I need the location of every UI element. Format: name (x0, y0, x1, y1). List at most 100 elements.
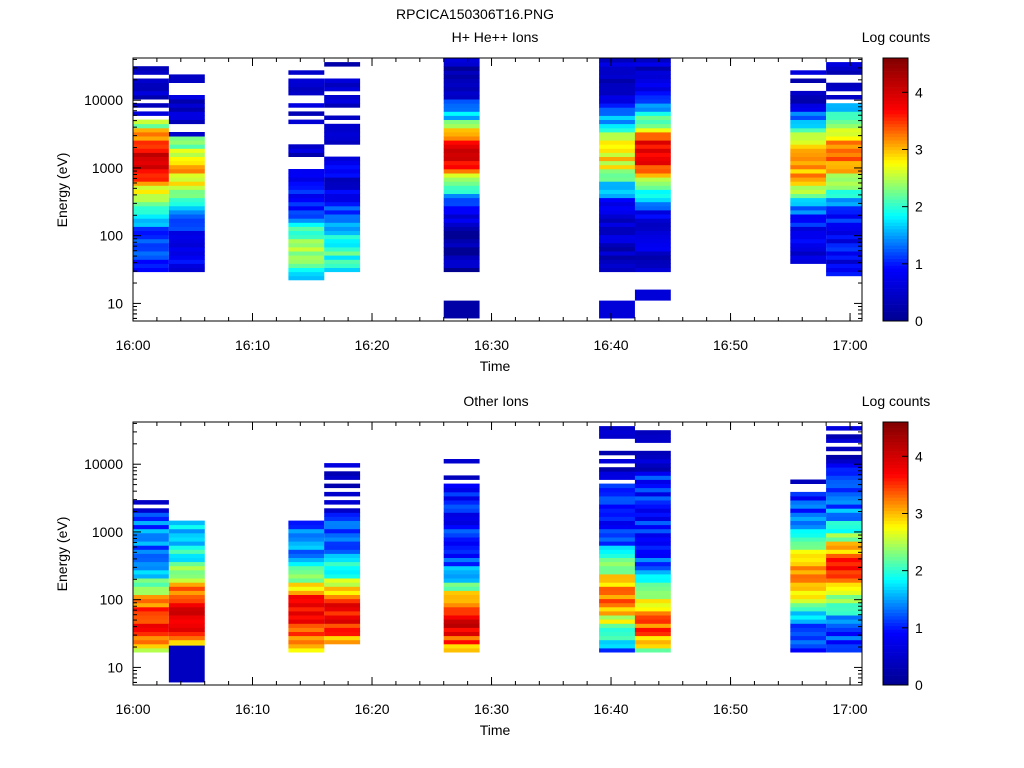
heatmap-cell (634, 643, 671, 649)
heatmap-cell (634, 463, 671, 468)
heatmap-cell (599, 500, 635, 505)
colorbar-tick-label: 2 (915, 563, 923, 579)
colorbar-segment (883, 58, 908, 62)
heatmap-cell (133, 201, 169, 207)
heatmap-cell (599, 643, 635, 649)
heatmap-cell (133, 255, 169, 260)
heatmap-cell (599, 467, 635, 472)
heatmap-cell (634, 107, 671, 112)
heatmap-cell (634, 164, 671, 170)
heatmap-cell (288, 263, 325, 268)
heatmap-cell (288, 226, 325, 231)
colorbar-segment (883, 461, 908, 466)
heatmap-cell (599, 504, 635, 509)
heatmap-cell (790, 520, 827, 526)
heatmap-cell (443, 590, 480, 595)
heatmap-cell (324, 639, 361, 645)
x-tick-label: 16:20 (354, 337, 389, 353)
heatmap-cell (288, 218, 325, 223)
heatmap-cell (168, 160, 205, 166)
colorbar-frame (882, 57, 909, 322)
heatmap-cell (168, 115, 205, 120)
heatmap-cell (288, 111, 325, 116)
heatmap-cell (288, 86, 325, 92)
colorbar-segment (883, 681, 908, 686)
heatmap-cell (826, 459, 862, 464)
colorbar-segment (883, 615, 908, 620)
heatmap-cell (599, 193, 635, 199)
heatmap-cell (826, 66, 862, 71)
heatmap-cell (634, 58, 671, 63)
colorbar-segment (883, 451, 908, 456)
heatmap-cell (168, 528, 205, 534)
heatmap-cell (790, 516, 827, 521)
heatmap-cell (443, 177, 480, 182)
heatmap-cell (599, 251, 635, 256)
heatmap-cell (443, 251, 480, 256)
heatmap-cell (288, 639, 325, 645)
heatmap-cell (826, 500, 862, 505)
colorbar-segment (883, 642, 908, 646)
heatmap-cell (826, 569, 862, 575)
heatmap-cell (790, 78, 827, 83)
heatmap-cell (599, 524, 635, 530)
heatmap-cell (599, 144, 635, 149)
heatmap-cell (324, 533, 361, 538)
heatmap-cell (443, 99, 480, 104)
heatmap-cell (634, 496, 671, 501)
heatmap-cell (324, 115, 361, 120)
colorbar-tick-label: 3 (915, 141, 923, 157)
heatmap-cell (324, 582, 361, 587)
heatmap-cell (133, 541, 169, 546)
heatmap-cell (790, 631, 827, 637)
heatmap-cell (443, 500, 480, 505)
heatmap-cell (634, 169, 671, 174)
colorbar-segment (883, 304, 908, 309)
heatmap-cell (790, 545, 827, 550)
colorbar-segment (883, 199, 908, 203)
heatmap-cell (443, 483, 480, 489)
y-tick-label: 10 (107, 659, 123, 675)
heatmap-cell (599, 74, 635, 79)
heatmap-cell (168, 533, 205, 538)
heatmap-cell (443, 189, 480, 194)
heatmap-cell (826, 512, 862, 517)
colorbar-segment (883, 661, 908, 666)
heatmap-cell (168, 247, 205, 252)
colorbar-segment (883, 212, 908, 217)
x-tick-label: 16:40 (594, 337, 629, 353)
heatmap-cell (634, 242, 671, 248)
heatmap-cell (443, 459, 480, 464)
heatmap-cell (443, 549, 480, 554)
colorbar-tick-label: 3 (915, 505, 923, 521)
heatmap-cell (634, 193, 671, 199)
heatmap-cell (133, 193, 169, 199)
heatmap-cell (168, 107, 205, 112)
heatmap-cell (324, 205, 361, 211)
heatmap-cell (826, 242, 862, 248)
heatmap-cell (168, 645, 205, 683)
heatmap-cell (790, 95, 827, 100)
heatmap-cell (790, 193, 827, 199)
heatmap-cell (168, 251, 205, 256)
heatmap-cell (599, 169, 635, 174)
heatmap-cell (133, 639, 169, 645)
heatmap-cell (599, 623, 635, 628)
colorbar-segment (883, 317, 908, 322)
heatmap-cell (324, 500, 361, 505)
heatmap-cell (599, 201, 635, 207)
heatmap-cell (634, 520, 671, 526)
heatmap-cell (324, 193, 361, 199)
heatmap-cell (133, 230, 169, 236)
heatmap-cell (634, 475, 671, 480)
heatmap-cell (443, 300, 480, 319)
heatmap-cell (168, 218, 205, 223)
heatmap-cell (168, 606, 205, 612)
heatmap-cell (443, 537, 480, 542)
heatmap-cell (634, 537, 671, 542)
heatmap-cell (634, 611, 671, 616)
heatmap-cell (288, 635, 325, 641)
heatmap-cell (288, 615, 325, 620)
heatmap-cell (443, 115, 480, 120)
heatmap-cell (826, 82, 862, 88)
